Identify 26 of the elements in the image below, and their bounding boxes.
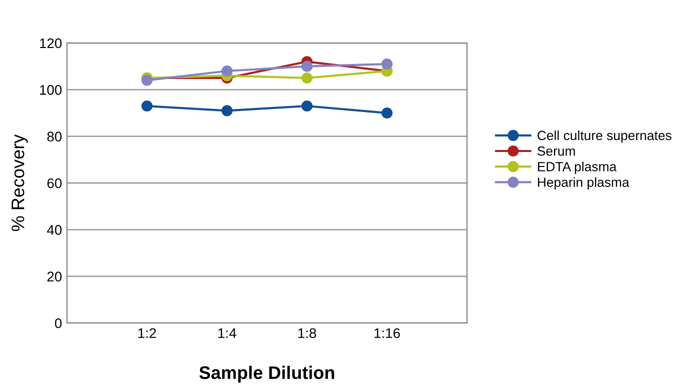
point bbox=[301, 72, 313, 84]
point bbox=[381, 107, 393, 119]
y-tick-label: 120 bbox=[40, 38, 62, 48]
legend-label: Heparin plasma bbox=[538, 177, 630, 190]
y-tick-label: 60 bbox=[47, 178, 62, 188]
legend-label: EDTA plasma bbox=[538, 162, 617, 174]
legend-label: Cell culture supernates bbox=[538, 130, 672, 143]
y-tick-label: 20 bbox=[47, 272, 62, 282]
point bbox=[221, 65, 233, 77]
x-tick-label: 1:2 bbox=[138, 328, 156, 338]
legend-label: Serum bbox=[538, 146, 575, 156]
y-tick-label: 100 bbox=[40, 85, 62, 95]
y-axis-title: % Recovery bbox=[12, 134, 28, 232]
point bbox=[301, 60, 313, 72]
y-tick-label: 40 bbox=[47, 225, 62, 235]
x-tick-label: 1:16 bbox=[374, 328, 400, 338]
y-tick-label: 0 bbox=[54, 318, 62, 328]
point bbox=[301, 100, 313, 112]
point bbox=[141, 74, 153, 86]
x-tick-label: 1:8 bbox=[298, 328, 316, 338]
x-tick-label: 1:4 bbox=[218, 328, 236, 338]
point bbox=[381, 58, 393, 70]
x-axis-title: Sample Dilution bbox=[199, 366, 334, 383]
point bbox=[221, 105, 233, 116]
y-tick-label: 80 bbox=[47, 132, 62, 142]
point bbox=[141, 100, 153, 112]
